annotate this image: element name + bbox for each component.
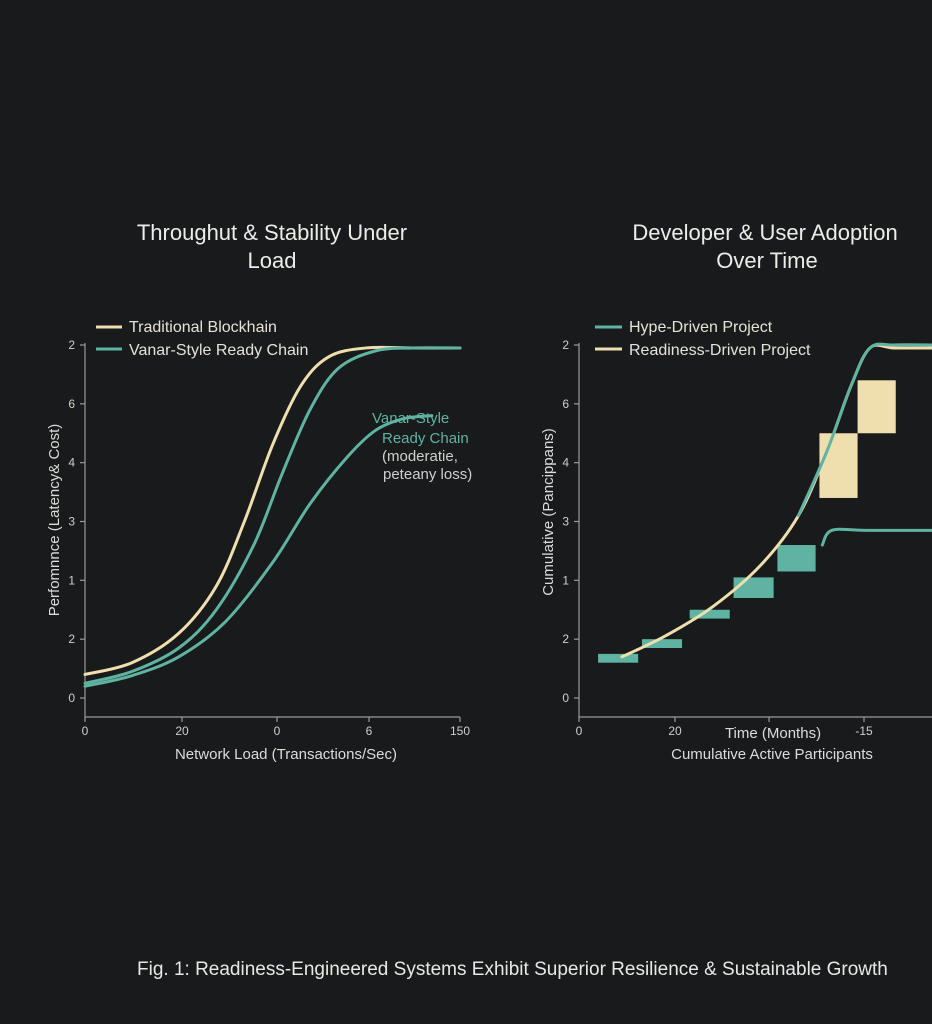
annotation-line-2: Ready Chain (382, 430, 469, 447)
bar (641, 639, 683, 648)
chart-title-line-1: Developer & User Adoption (632, 220, 897, 245)
y-tick-label: 6 (68, 397, 75, 411)
x-tick-label: ‑15 (855, 724, 873, 738)
y-ticks: 0 2 1 3 4 6 2 (562, 338, 579, 705)
y-tick-label: 4 (562, 456, 569, 470)
x-axis-label: Time (Months) (725, 725, 821, 742)
y-tick-label: 0 (562, 691, 569, 705)
y-axis-label: Cumulative (Pancippans) (540, 428, 557, 596)
legend: Traditional Blockhain Vanar-Style Ready … (96, 319, 308, 359)
bar (777, 545, 816, 572)
series-line-traditional-blockhain (83, 345, 462, 676)
x-ticks: 0 20 ‑15 (576, 717, 873, 738)
bar (733, 577, 774, 598)
y-tick-label: 1 (562, 573, 569, 587)
series-group (620, 342, 932, 659)
series-group (83, 345, 462, 688)
y-tick-label: 2 (68, 632, 75, 646)
y-axis-label: Perfomnnce (Latency& Cost) (46, 424, 63, 617)
chart-title-line-2: Over Time (716, 248, 817, 273)
x-tick-label: 0 (274, 724, 281, 738)
legend-label-hype: Hype-Driven Project (629, 319, 773, 336)
series-line-vanar-style-ready-chain-moderate-loss (83, 414, 434, 688)
x-tick-label: 0 (82, 724, 89, 738)
chart-developer-adoption: Developer & User Adoption Over Time Hype… (540, 220, 932, 763)
y-tick-label: 2 (562, 338, 569, 352)
y-ticks: 0 2 1 3 4 6 2 (68, 338, 85, 705)
y-tick-label: 2 (562, 632, 569, 646)
bar (598, 653, 639, 663)
bar (689, 609, 730, 619)
x-axis-secondary-label: Cumulative Active Participants (671, 746, 873, 763)
y-tick-label: 4 (68, 456, 75, 470)
chart-title-line-2: Load (248, 248, 297, 273)
x-tick-label: 0 (576, 724, 583, 738)
y-tick-label: 2 (68, 338, 75, 352)
x-ticks: 0 20 0 6 150 (82, 717, 470, 738)
y-tick-label: 3 (562, 515, 569, 529)
series-line-readiness-driven-project-teal-overlay (796, 342, 932, 518)
bar (819, 433, 858, 498)
y-tick-label: 6 (562, 397, 569, 411)
legend-label-traditional: Traditional Blockhain (129, 319, 277, 336)
legend-label-vanar: Vanar-Style Ready Chain (129, 342, 308, 359)
x-tick-label: 20 (668, 724, 682, 738)
x-tick-label: 150 (450, 724, 470, 738)
series-line-vanar-style-ready-chain (83, 346, 462, 685)
series-line-hype-driven-project (820, 527, 932, 547)
chart-title-line-1: Throughut & Stability Under (137, 220, 407, 245)
legend: Hype-Driven Project Readiness-Driven Pro… (595, 319, 811, 359)
y-tick-label: 0 (68, 691, 75, 705)
annotation-line-3: (moderatie, (382, 448, 458, 465)
x-tick-label: 6 (366, 724, 373, 738)
legend-label-readiness: Readiness-Driven Project (629, 342, 811, 359)
bars-group (598, 380, 896, 663)
y-tick-label: 1 (68, 573, 75, 587)
y-tick-label: 3 (68, 515, 75, 529)
x-axis-label: Network Load (Transactions/Sec) (175, 746, 397, 763)
chart-throughput-stability: Throughut & Stability Under Load Traditi… (46, 220, 472, 763)
annotation-line-1: Vanar-Style (372, 410, 449, 427)
annotation-line-4: peteany loss) (383, 466, 472, 483)
annotation-vanar: Vanar-Style Ready Chain (moderatie, pete… (372, 410, 472, 483)
bar (857, 380, 896, 434)
figure-caption: Fig. 1: Readiness-Engineered Systems Exh… (137, 959, 888, 980)
x-tick-label: 20 (175, 724, 189, 738)
